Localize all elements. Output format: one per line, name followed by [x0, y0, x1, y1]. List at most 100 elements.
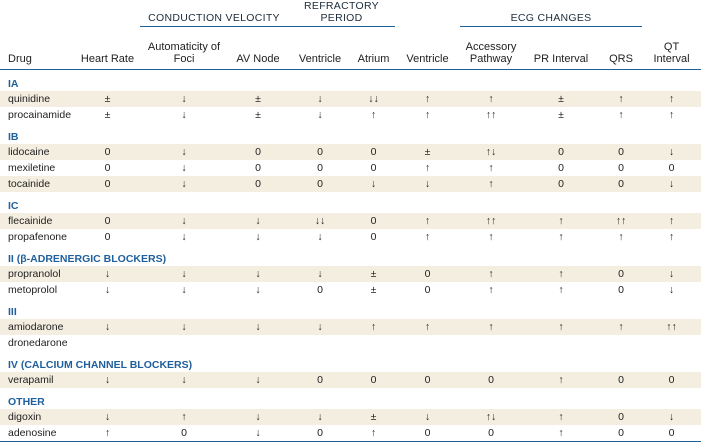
empty-cell [395, 335, 460, 351]
effect-cell: 0 [424, 284, 431, 296]
effect-cell: 0 [228, 144, 288, 160]
effect-cell: 0 [370, 162, 377, 174]
effect-cell: ↓ [288, 409, 352, 425]
effect-cell: ↓ [228, 372, 288, 388]
effect-cell: ↑ [522, 319, 601, 335]
effect-cell: 0 [395, 266, 461, 282]
drug-name: tocainide [0, 176, 75, 192]
empty-cell [522, 335, 600, 351]
effect-cell: ↓ [288, 91, 352, 107]
effect-cell: ↑ [618, 231, 624, 243]
effect-cell: ↓↓ [288, 213, 352, 229]
drug-name: quinidine [0, 91, 75, 107]
section-row: IC [0, 192, 701, 213]
effect-cell: ± [75, 91, 140, 107]
effect-cell: 0 [317, 284, 323, 296]
drug-row: propranolol ↓ ↓ ↓ ↓ ±0 ↑ ↑ 0 ↓ [0, 266, 701, 282]
spacer [395, 0, 460, 27]
effect-cell: ↓ [228, 425, 288, 442]
column-header: Heart Rate [75, 26, 140, 70]
group-header: ECG CHANGES [460, 0, 643, 27]
section-row: II (β-ADRENERGIC BLOCKERS) [0, 245, 701, 266]
effect-cell: ↓ [255, 231, 261, 243]
empty-cell [600, 335, 642, 351]
spacer [0, 0, 140, 27]
effect-cell: ↑ [488, 231, 494, 243]
table-header: CONDUCTION VELOCITY REFRACTORY PERIOD ECG … [0, 0, 701, 70]
effect-cell: ↓ [228, 266, 288, 282]
effect-cell: ↓ [181, 109, 187, 121]
effect-cell: ↑↑ [642, 319, 701, 335]
drug-name: adenosine [0, 425, 75, 442]
section-title: IB [8, 131, 19, 143]
drug-name: flecainide [0, 213, 75, 229]
effect-cell: ↓ [228, 319, 288, 335]
column-header: QRS [600, 26, 643, 70]
effect-cell: 0 [522, 176, 601, 192]
effect-cell: ↑ [668, 109, 675, 121]
effect-cell: ↓ [288, 266, 352, 282]
effect-cell: ↑ [370, 109, 377, 121]
effect-cell: 0 [288, 176, 352, 192]
effect-cell: ↓ [668, 284, 675, 296]
effect-cell: 0 [600, 409, 643, 425]
drug-name: digoxin [0, 409, 75, 425]
effect-cell: ↓ [642, 176, 701, 192]
drug-row: adenosine ↑ 0 ↓ 0 ↑ 0 0 ↑ 0 0 [0, 425, 701, 442]
section-row: IA [0, 70, 701, 92]
drug-row: procainamide ± ↓ ± ↓ ↑ ↑ ↑↑ ± ↑ ↑ [0, 107, 701, 123]
effect-cell: ↓ [317, 109, 323, 121]
effect-cell: 0 [460, 372, 523, 388]
effect-cell: ± [558, 109, 564, 121]
effect-cell: 0 [600, 176, 643, 192]
effect-cell: 0 [600, 144, 643, 160]
group-header: REFRACTORY PERIOD [288, 0, 396, 27]
effect-cell: ↓ [642, 266, 701, 282]
drug-row: metoprolol ↓ ↓ ↓ 0 ±0 ↑ ↑ 0 ↓ [0, 282, 701, 298]
effect-cell: 0 [600, 266, 643, 282]
effect-cell: ↑ [668, 231, 675, 243]
empty-cell [352, 335, 395, 351]
drug-row: lidocaine 0 ↓ 0 0 0 ± ↑↓ 0 0 ↓ [0, 144, 701, 160]
effect-cell: ↑ [642, 213, 701, 229]
effect-cell: ↓ [140, 91, 228, 107]
effect-cell: 0 [460, 425, 523, 442]
effect-cell: 0 [352, 372, 396, 388]
effect-cell: ↓ [140, 213, 228, 229]
effect-cell: ↓ [140, 144, 228, 160]
section-title: IA [8, 78, 19, 90]
effect-cell: ↑ [522, 409, 601, 425]
section-title: III [8, 306, 17, 318]
section-title: IC [8, 200, 19, 212]
effect-cell: ↑ [558, 284, 564, 296]
effect-cell: ± [370, 284, 377, 296]
column-header: Atrium [352, 26, 396, 70]
drug-row: dronedarone [0, 335, 701, 351]
effect-cell: ↓ [75, 409, 140, 425]
section-row: IV (CALCIUM CHANNEL BLOCKERS) [0, 351, 701, 372]
effect-cell: ↓ [395, 409, 461, 425]
effect-cell: 0 [288, 144, 352, 160]
effect-cell: ↓ [140, 319, 228, 335]
drug-row: quinidine ± ↓ ± ↓ ↓↓ ↑ ↑ ± ↑ ↑ [0, 91, 701, 107]
column-header: Ventricle [395, 26, 461, 70]
effect-cell: ± [395, 144, 461, 160]
column-header: Ventricle [288, 26, 352, 70]
drug-name: metoprolol [8, 284, 58, 296]
drug-name: mexiletine [8, 162, 56, 174]
effect-cell: ↑ [140, 409, 228, 425]
empty-cell [228, 335, 288, 351]
drug-row: verapamil ↓ ↓ ↓ 0 0 0 0 ↑ 0 0 [0, 372, 701, 388]
effect-cell: 0 [228, 176, 288, 192]
effect-cell: ↑ [460, 91, 523, 107]
effect-cell: ↓ [228, 409, 288, 425]
drug-name: amiodarone [0, 319, 75, 335]
drug-name: propafenone [8, 231, 67, 243]
effect-cell: 0 [255, 162, 261, 174]
effect-cell: ↑ [424, 231, 431, 243]
effect-cell: 0 [395, 372, 461, 388]
effect-cell: ↑ [522, 372, 601, 388]
effect-cell: 0 [600, 372, 643, 388]
effect-cell: ↑↑ [600, 213, 643, 229]
effect-cell: ↓ [140, 266, 228, 282]
